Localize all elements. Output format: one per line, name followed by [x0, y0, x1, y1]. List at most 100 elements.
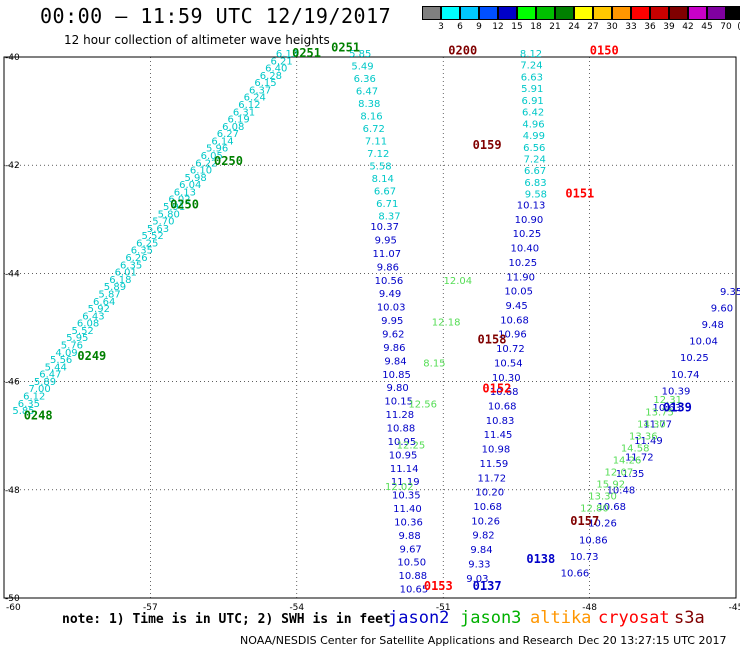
wave-height-value: 11.40 — [393, 504, 422, 515]
wave-height-value: 10.15 — [384, 397, 413, 408]
scale-swatch — [707, 6, 726, 20]
wave-height-value: 10.20 — [475, 488, 504, 499]
wave-height-value: 6.22 — [195, 158, 217, 169]
wave-height-value: 6.91 — [522, 96, 544, 107]
wave-height-value: 11.14 — [390, 464, 419, 475]
wave-height-value: 4.99 — [523, 131, 545, 142]
wave-height-value: 13.75 — [645, 407, 674, 418]
pass-time-label: 0139 — [663, 400, 692, 414]
wave-height-value: 6.56 — [523, 143, 545, 154]
wave-height-value: 6.31 — [233, 107, 255, 118]
pass-time-label: 0150 — [590, 43, 619, 57]
wave-height-value: 6.24 — [244, 93, 266, 104]
wave-height-value: 5.76 — [61, 340, 83, 351]
wave-height-value: 7.00 — [29, 384, 51, 395]
wave-height-value: 5.58 — [369, 161, 391, 172]
wave-height-value: 6.25 — [136, 238, 158, 249]
pass-time-label: 0151 — [565, 187, 594, 201]
wave-height-value: 10.83 — [486, 416, 515, 427]
scale-swatch — [517, 6, 536, 20]
scale-label: 33 — [625, 22, 637, 32]
wave-height-value: 6.36 — [354, 74, 376, 85]
wave-height-value: 6.37 — [249, 85, 271, 96]
wave-height-value: 10.25 — [508, 258, 537, 269]
x-tick-label: -54 — [289, 603, 304, 613]
wave-height-value: 10.39 — [662, 386, 691, 397]
wave-height-value: 10.66 — [561, 568, 590, 579]
wave-height-value: 6.35 — [18, 399, 40, 410]
pass-time-label: 0248 — [24, 408, 53, 422]
wave-height-value: 10.03 — [377, 303, 406, 314]
wave-height-value: 12.56 — [408, 400, 437, 411]
scale-swatch — [631, 6, 650, 20]
scale-swatch — [669, 6, 688, 20]
wave-height-value: 5.89 — [34, 377, 56, 388]
wave-height-value: 13.36 — [629, 431, 658, 442]
scale-swatch — [536, 6, 555, 20]
scale-label: 21 — [549, 22, 561, 32]
wave-height-value: 8.12 — [520, 49, 542, 60]
wave-height-value: 10.90 — [515, 215, 544, 226]
wave-height-value: 14.26 — [613, 455, 642, 466]
wave-height-value: 10.68 — [488, 401, 517, 412]
wave-height-value: 7.24 — [520, 61, 542, 72]
wave-height-value: 10.88 — [399, 571, 428, 582]
wave-height-value: 10.86 — [579, 535, 608, 546]
wave-height-value: 12.80 — [580, 503, 609, 514]
wave-height-value: 8.38 — [358, 99, 380, 110]
pass-time-label: 0158 — [478, 333, 507, 347]
wave-height-value: 5.91 — [163, 202, 185, 213]
wave-height-value: 9.84 — [384, 356, 406, 367]
wave-height-value: 6.08 — [77, 319, 99, 330]
chart-title: 00:00 — 11:59 UTC 12/19/2017 — [40, 4, 392, 28]
legend-entry-jason2: jason2 — [388, 608, 450, 628]
wave-height-value: 10.68 — [500, 315, 529, 326]
scale-swatch — [498, 6, 517, 20]
wave-height-value: 10.96 — [498, 330, 527, 341]
wave-height-value: 9.60 — [711, 304, 733, 315]
scale-swatch — [688, 6, 707, 20]
scale-label: 15 — [511, 22, 523, 32]
wave-height-value: 5.49 — [351, 61, 373, 72]
wave-height-value: 6.15 — [254, 78, 276, 89]
wave-height-value: 6.13 — [174, 187, 196, 198]
wave-height-value: 6.83 — [524, 178, 546, 189]
wave-height-value: 10.48 — [607, 486, 636, 497]
scale-label: 12 — [492, 22, 504, 32]
scale-label: 3 — [438, 22, 444, 32]
wave-height-value: 10.65 — [400, 585, 429, 596]
wave-height-value: 5.92 — [88, 304, 110, 315]
scale-swatch — [422, 6, 441, 20]
wave-height-value: 9.82 — [472, 531, 494, 542]
wave-height-value: 7.11 — [365, 136, 387, 147]
wave-height-value: 6.40 — [265, 64, 287, 75]
wave-height-value: 9.95 — [381, 316, 403, 327]
generation-timestamp: Dec 20 13:27:15 UTC 2017 — [578, 634, 727, 647]
wave-height-value: 10.25 — [680, 353, 709, 364]
wave-height-value: 6.27 — [217, 129, 239, 140]
wave-height-value: 6.35 — [120, 260, 142, 271]
scale-swatch — [441, 6, 460, 20]
wave-height-value: 5.87 — [98, 289, 120, 300]
wave-height-value: 6.28 — [260, 71, 282, 82]
wave-height-value: 5.95 — [66, 333, 88, 344]
pass-time-label: 0251 — [292, 46, 321, 60]
wave-height-value: 6.67 — [374, 186, 396, 197]
pass-time-label: 0153 — [424, 579, 453, 593]
plot-frame — [3, 56, 737, 599]
wave-height-value: 10.95 — [389, 450, 418, 461]
legend-entry-s3a: s3a — [674, 608, 705, 628]
wave-height-value: 6.26 — [125, 253, 147, 264]
wave-height-value: 6.04 — [179, 180, 201, 191]
wave-height-value: 9.95 — [375, 236, 397, 247]
wave-height-value: 9.35 — [720, 287, 740, 298]
wave-height-value: 6.02 — [168, 195, 190, 206]
scale-label: 39 — [663, 22, 675, 32]
scale-swatch — [555, 6, 574, 20]
legend-entry-cryosat: cryosat — [598, 608, 670, 628]
wave-height-value: 6.13 — [276, 49, 298, 60]
wave-height-value: 8.16 — [360, 111, 382, 122]
wave-height-value: 5.85 — [12, 406, 34, 417]
wave-height-value: 9.86 — [377, 262, 399, 273]
wave-height-value: 5.91 — [521, 84, 543, 95]
